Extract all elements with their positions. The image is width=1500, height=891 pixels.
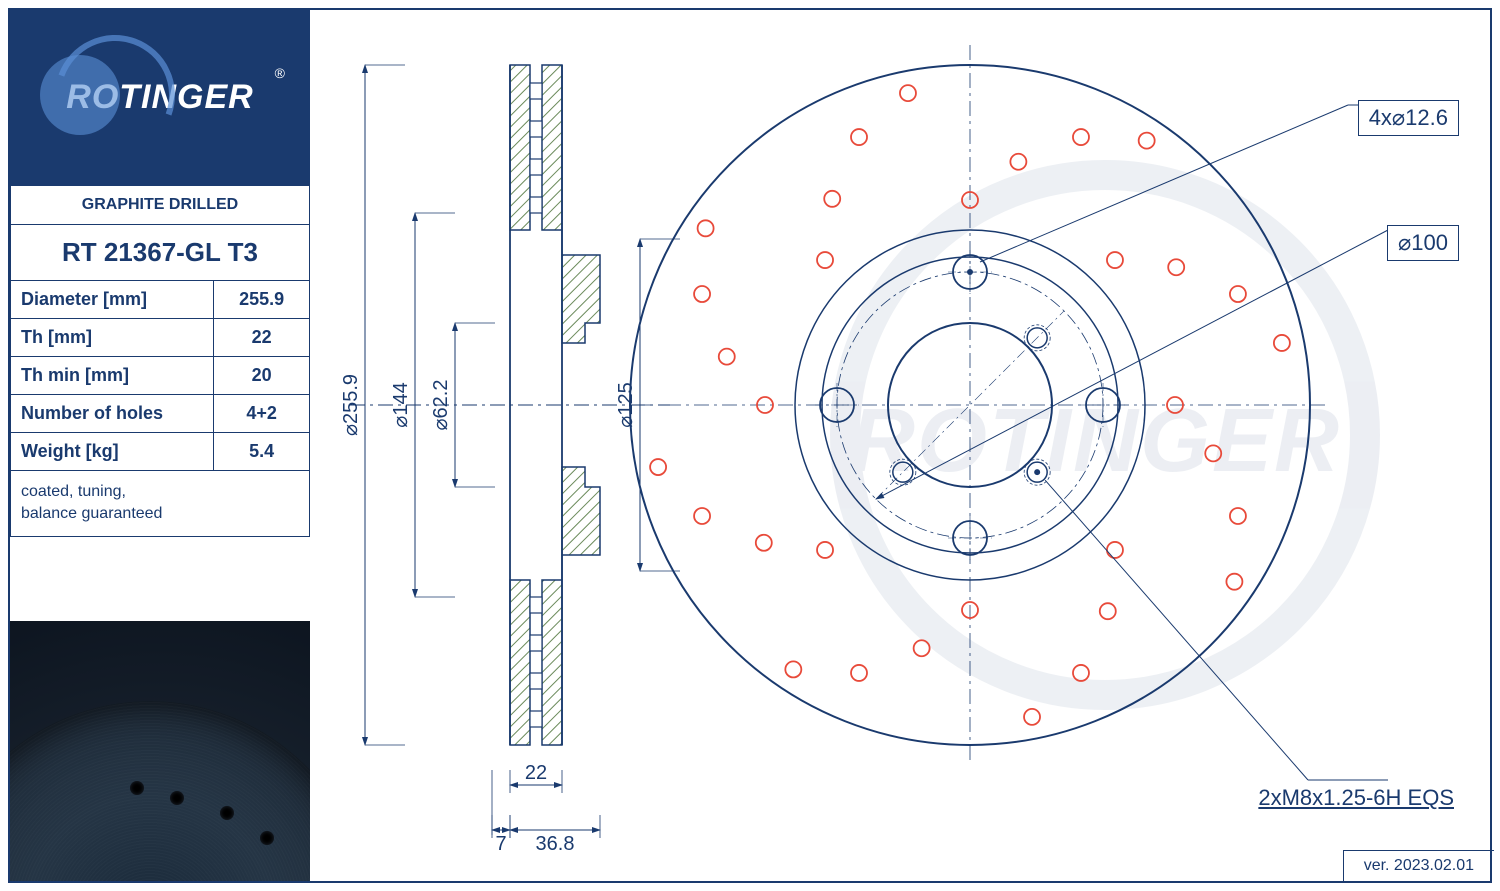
- spec-label: Weight [kg]: [11, 433, 214, 471]
- svg-text:⌀255.9: ⌀255.9: [340, 374, 362, 436]
- callout-pcd: ⌀100: [1387, 225, 1459, 261]
- spec-value: 255.9: [214, 281, 310, 319]
- spec-value: 5.4: [214, 433, 310, 471]
- spec-label: Diameter [mm]: [11, 281, 214, 319]
- spec-table: GRAPHITE DRILLED RT 21367-GL T3 Diameter…: [10, 185, 310, 537]
- version-label: ver. 2023.02.01: [1343, 850, 1494, 881]
- technical-drawing: ROTINGER ⌀255.9⌀144⌀62.2⌀12522736.8 4x⌀1…: [310, 10, 1494, 881]
- brand-logo: ROTINGER ®: [10, 10, 310, 185]
- front-view: [628, 10, 1412, 880]
- svg-text:7: 7: [495, 833, 506, 855]
- callout-bolt-holes: 4x⌀12.6: [1358, 100, 1459, 136]
- registered-icon: ®: [275, 65, 285, 81]
- svg-text:⌀144: ⌀144: [390, 382, 412, 427]
- callout-thread: 2xM8x1.25-6H EQS: [1258, 785, 1454, 811]
- svg-text:36.8: 36.8: [536, 833, 575, 855]
- spec-value: 22: [214, 319, 310, 357]
- spec-value: 4+2: [214, 395, 310, 433]
- spec-notes: coated, tuning, balance guaranteed: [11, 471, 310, 537]
- svg-text:⌀62.2: ⌀62.2: [430, 380, 452, 431]
- product-photo: [10, 621, 310, 881]
- part-number: RT 21367-GL T3: [11, 225, 310, 281]
- spec-value: 20: [214, 357, 310, 395]
- info-sidebar: ROTINGER ® GRAPHITE DRILLED RT 21367-GL …: [10, 10, 310, 881]
- spec-label: Th [mm]: [11, 319, 214, 357]
- spec-label: Number of holes: [11, 395, 214, 433]
- product-line: GRAPHITE DRILLED: [11, 186, 310, 225]
- drawing-frame: ROTINGER ® GRAPHITE DRILLED RT 21367-GL …: [8, 8, 1492, 883]
- svg-text:22: 22: [525, 762, 547, 784]
- spec-label: Th min [mm]: [11, 357, 214, 395]
